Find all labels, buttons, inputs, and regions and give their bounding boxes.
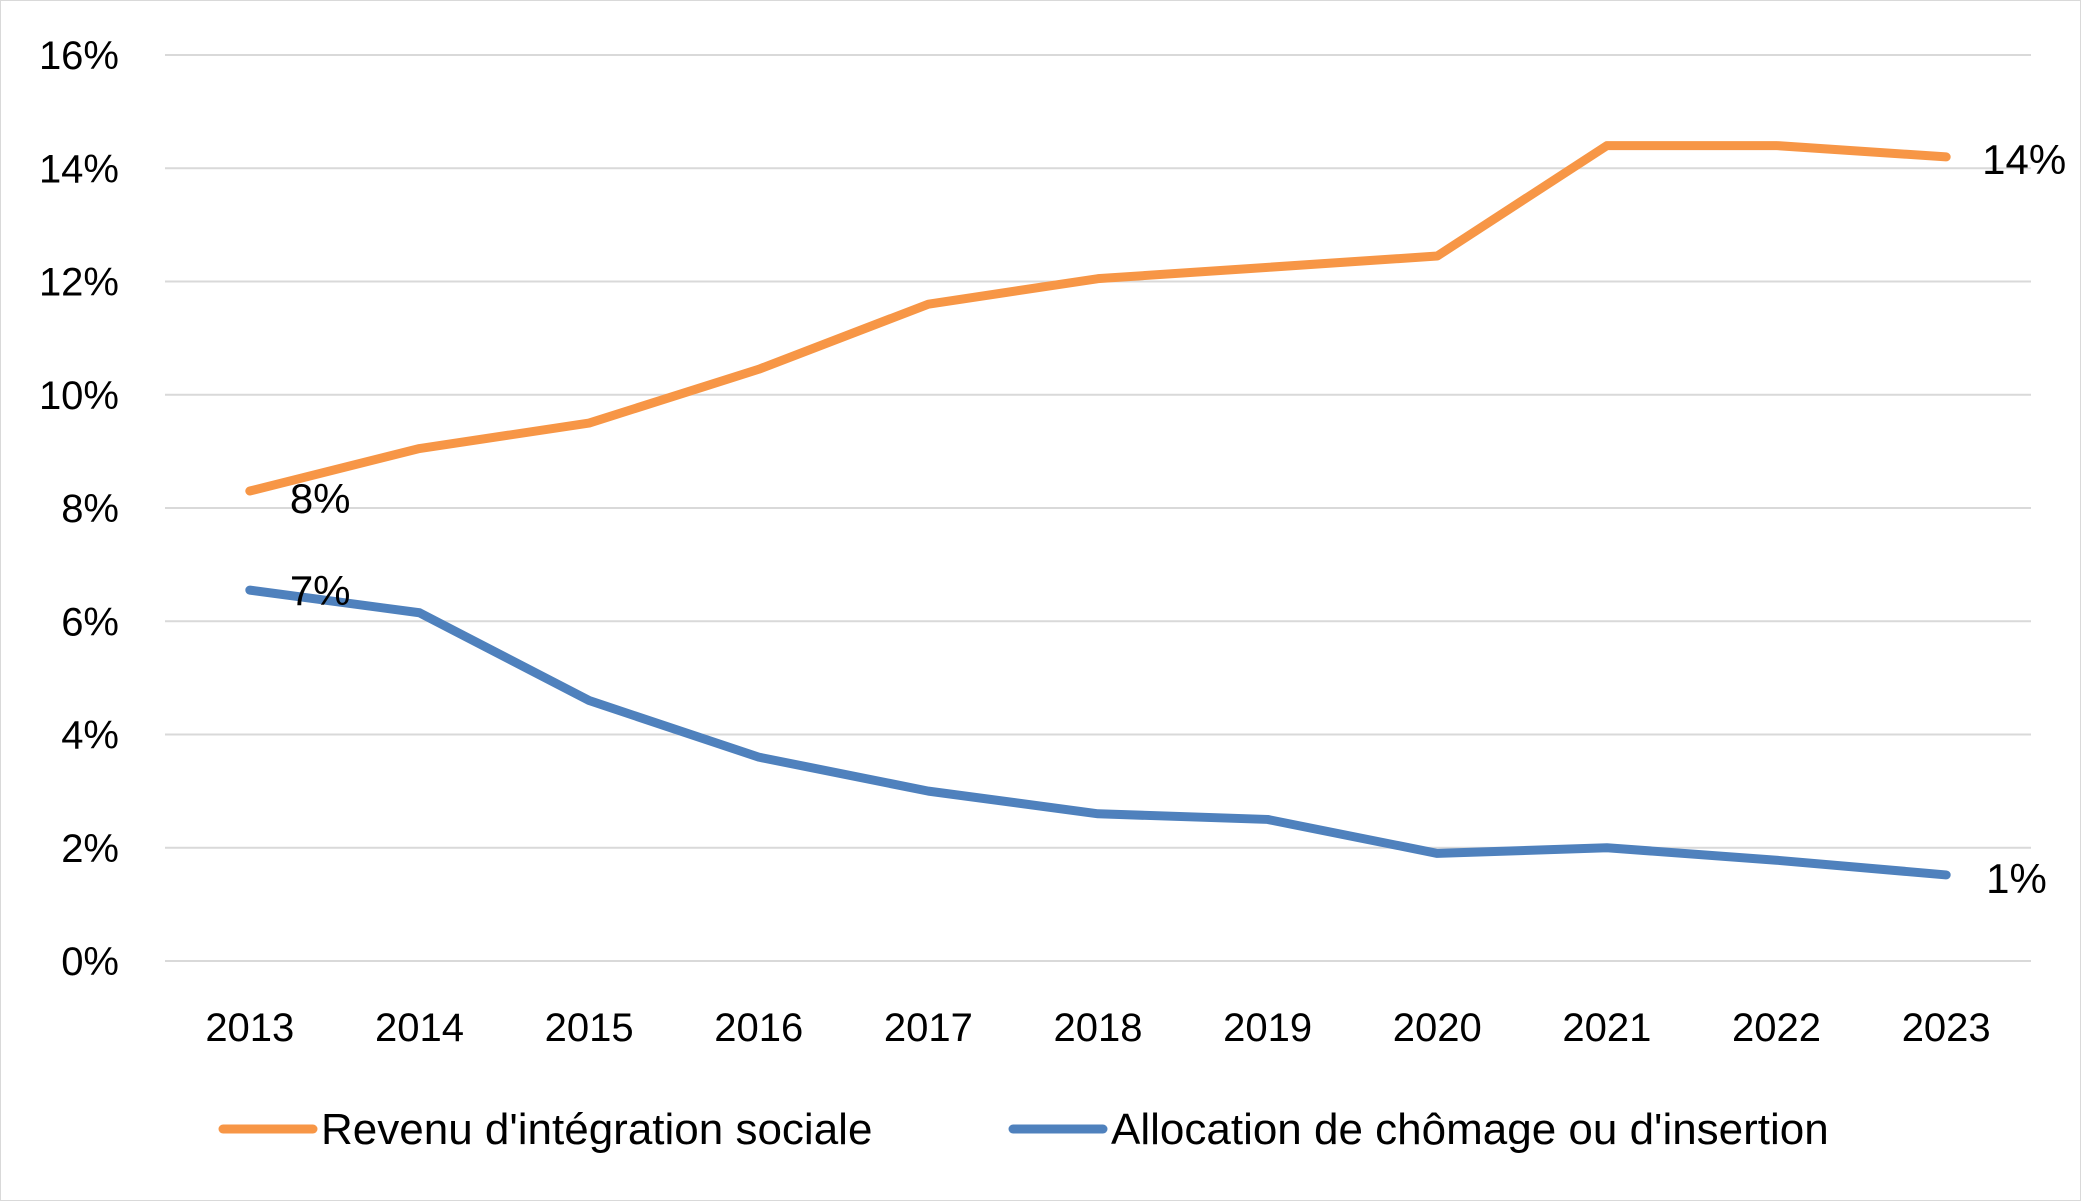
legend-label-1: Allocation de chômage ou d'insertion <box>1111 1105 1829 1154</box>
x-tick-label: 2016 <box>714 1006 803 1050</box>
x-tick-label: 2022 <box>1732 1006 1821 1050</box>
x-tick-label: 2023 <box>1902 1006 1991 1050</box>
x-tick-label: 2018 <box>1054 1006 1143 1050</box>
legend: Revenu d'intégration sociale Allocation d… <box>218 1105 1829 1154</box>
y-tick-label: 2% <box>61 827 119 871</box>
x-tick-label: 2017 <box>884 1006 973 1050</box>
y-tick-label: 12% <box>39 261 119 305</box>
data-label: 8% <box>290 475 351 522</box>
y-tick-label: 10% <box>39 374 119 418</box>
x-tick-label: 2019 <box>1223 1006 1312 1050</box>
x-tick-label: 2021 <box>1562 1006 1651 1050</box>
legend-label-0: Revenu d'intégration sociale <box>321 1105 872 1154</box>
x-tick-label: 2020 <box>1393 1006 1482 1050</box>
y-axis-tick-labels: 0% 2% 4% 6% 8% 10% 12% 14% 16% <box>39 34 119 984</box>
series-lines <box>245 141 1951 880</box>
series-line-0 <box>245 141 1951 496</box>
x-tick-label: 2014 <box>375 1006 464 1050</box>
data-label: 7% <box>290 567 351 614</box>
y-tick-label: 8% <box>61 487 119 531</box>
x-tick-label: 2015 <box>545 1006 634 1050</box>
x-tick-label: 2013 <box>205 1006 294 1050</box>
y-tick-label: 0% <box>61 940 119 984</box>
data-label: 14% <box>1982 136 2066 183</box>
y-tick-label: 4% <box>61 714 119 758</box>
series-line-1 <box>245 585 1951 880</box>
data-labels: 8% 14% 7% 1% <box>290 136 2066 902</box>
y-tick-label: 6% <box>61 600 119 644</box>
y-tick-label: 16% <box>39 34 119 78</box>
gridlines <box>165 54 2031 962</box>
y-tick-label: 14% <box>39 147 119 191</box>
x-axis-tick-labels: 2013 2014 2015 2016 2017 2018 2019 2020 2021 2022… <box>205 1006 1990 1050</box>
data-label: 1% <box>1986 855 2047 902</box>
